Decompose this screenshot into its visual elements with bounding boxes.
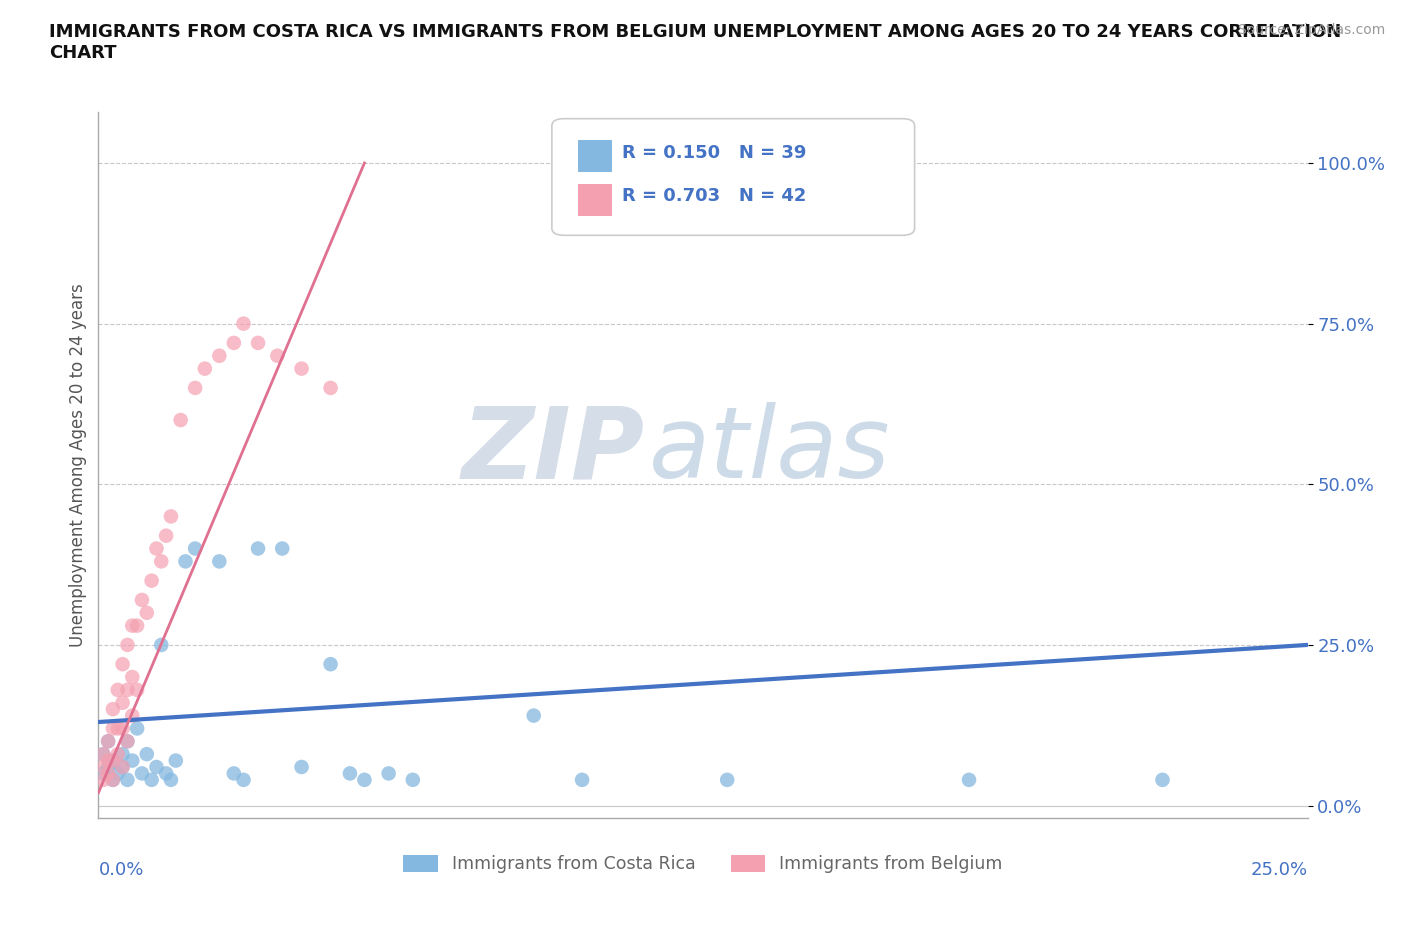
Point [208, 554, 231, 569]
Point [91, 747, 114, 762]
Point [107, 683, 129, 698]
Point [194, 361, 217, 376]
Point [571, 773, 593, 788]
Point [91, 747, 114, 762]
Point [127, 721, 149, 736]
Point [131, 766, 153, 781]
Point [377, 766, 399, 781]
Point [290, 361, 312, 376]
Point [127, 618, 149, 633]
Point [232, 316, 254, 331]
Point [121, 708, 143, 723]
Point [402, 773, 425, 788]
Point [232, 773, 254, 788]
Text: ZIP: ZIP [461, 403, 644, 499]
Point [353, 773, 375, 788]
Point [141, 573, 163, 588]
Point [117, 637, 139, 652]
Point [266, 349, 288, 364]
Point [117, 683, 139, 698]
Point [141, 773, 163, 788]
Point [160, 509, 183, 524]
Point [111, 760, 134, 775]
Text: R = 0.150   N = 39: R = 0.150 N = 39 [621, 143, 807, 162]
Point [145, 541, 167, 556]
Point [523, 708, 546, 723]
Point [97, 734, 120, 749]
Legend: Immigrants from Costa Rica, Immigrants from Belgium: Immigrants from Costa Rica, Immigrants f… [396, 848, 1010, 881]
Point [111, 696, 134, 711]
Point [184, 380, 207, 395]
Point [101, 753, 124, 768]
Point [101, 702, 124, 717]
Point [111, 721, 134, 736]
Point [91, 773, 114, 788]
Point [184, 541, 207, 556]
Bar [578, 140, 613, 172]
Point [165, 753, 187, 768]
Point [160, 773, 183, 788]
Point [91, 766, 114, 781]
Point [716, 773, 738, 788]
Point [97, 753, 120, 768]
Point [319, 380, 342, 395]
Point [271, 541, 294, 556]
Point [957, 773, 980, 788]
Point [97, 766, 120, 781]
Text: R = 0.703   N = 42: R = 0.703 N = 42 [621, 188, 807, 206]
Point [339, 766, 361, 781]
Point [319, 657, 342, 671]
Point [111, 747, 134, 762]
Point [101, 773, 124, 788]
Point [174, 554, 197, 569]
Point [101, 773, 124, 788]
Point [117, 734, 139, 749]
Point [121, 753, 143, 768]
Point [121, 670, 143, 684]
Point [131, 592, 153, 607]
Point [101, 721, 124, 736]
Point [247, 336, 270, 351]
Point [117, 773, 139, 788]
Point [169, 413, 191, 428]
Point [97, 734, 120, 749]
Text: 0.0%: 0.0% [98, 861, 143, 879]
Point [208, 349, 231, 364]
Point [222, 336, 245, 351]
Point [155, 766, 177, 781]
Point [1152, 773, 1174, 788]
Point [91, 760, 114, 775]
Point [135, 605, 157, 620]
Point [150, 554, 173, 569]
Point [111, 760, 134, 775]
Point [107, 747, 129, 762]
Y-axis label: Unemployment Among Ages 20 to 24 years: Unemployment Among Ages 20 to 24 years [69, 283, 87, 647]
Point [101, 753, 124, 768]
Point [107, 766, 129, 781]
Point [107, 721, 129, 736]
Point [111, 657, 134, 671]
Point [222, 766, 245, 781]
Point [127, 683, 149, 698]
Text: IMMIGRANTS FROM COSTA RICA VS IMMIGRANTS FROM BELGIUM UNEMPLOYMENT AMONG AGES 20: IMMIGRANTS FROM COSTA RICA VS IMMIGRANTS… [49, 23, 1341, 62]
Point [97, 760, 120, 775]
Point [150, 637, 173, 652]
Text: Source: ZipAtlas.com: Source: ZipAtlas.com [1237, 23, 1385, 37]
FancyBboxPatch shape [551, 119, 915, 235]
Point [121, 618, 143, 633]
Point [155, 528, 177, 543]
Point [145, 760, 167, 775]
Text: 25.0%: 25.0% [1250, 861, 1308, 879]
Text: atlas: atlas [648, 403, 890, 499]
Bar [578, 184, 613, 216]
Point [290, 760, 312, 775]
Point [247, 541, 270, 556]
Point [117, 734, 139, 749]
Point [135, 747, 157, 762]
